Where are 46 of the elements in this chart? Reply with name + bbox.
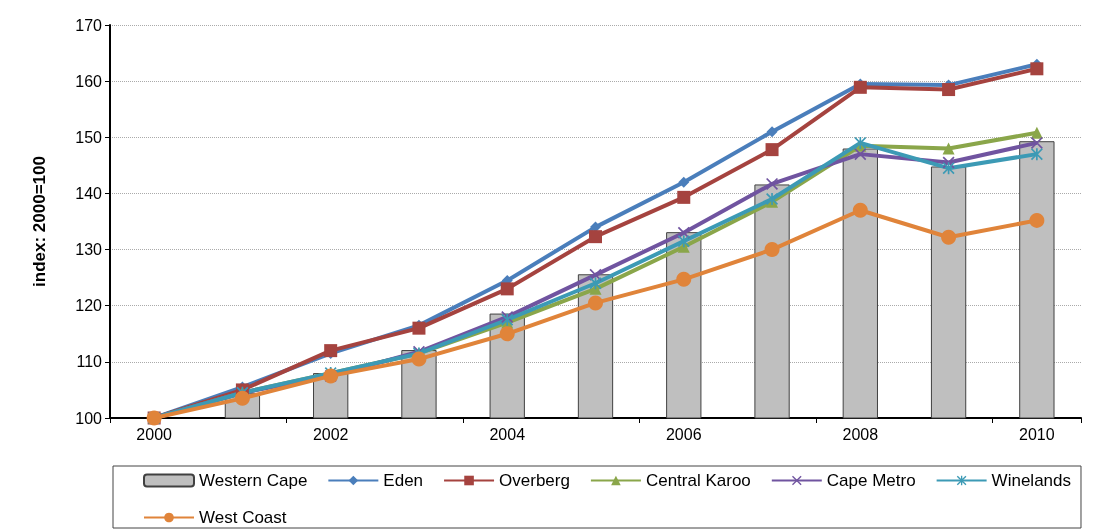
point — [766, 177, 779, 190]
y-tick-label: 120 — [75, 297, 103, 315]
point — [412, 321, 426, 335]
point — [589, 230, 602, 244]
point — [766, 126, 778, 138]
point — [854, 148, 867, 161]
point — [678, 176, 690, 188]
y-tick-label: 160 — [75, 72, 103, 90]
legend-label: West Coast — [199, 508, 287, 527]
point — [677, 190, 691, 204]
y-tick-label: 110 — [76, 353, 103, 371]
x-tick-label: 2008 — [842, 425, 879, 443]
point — [499, 326, 515, 342]
y-tick-label: 150 — [75, 128, 103, 146]
point — [1030, 62, 1044, 76]
y-tick-label: 130 — [75, 241, 103, 259]
point — [1030, 136, 1043, 149]
point — [1029, 212, 1045, 228]
legend-label: Winelands — [991, 471, 1071, 490]
x-tick-label: 2010 — [1019, 425, 1055, 443]
legend-label: Western Cape — [199, 471, 308, 490]
point — [765, 143, 779, 157]
point — [852, 202, 868, 218]
y-axis-title: index: 2000=100 — [30, 156, 49, 287]
point — [411, 351, 427, 367]
x-tick-label: 2004 — [489, 425, 526, 443]
point — [677, 235, 690, 248]
point — [764, 242, 780, 258]
point — [588, 295, 603, 311]
point — [1030, 126, 1043, 139]
legend-label: Cape Metro — [826, 471, 916, 490]
point — [942, 142, 955, 155]
point — [676, 271, 692, 287]
legend-label: Overberg — [499, 471, 570, 490]
y-tick-label: 170 — [75, 16, 103, 34]
point — [500, 282, 514, 296]
x-tick-label: 2000 — [136, 425, 173, 443]
point — [1030, 148, 1043, 161]
y-tick-label: 140 — [75, 184, 103, 202]
legend-label: Eden — [383, 471, 424, 490]
x-tick-label: 2002 — [312, 425, 349, 443]
point — [942, 83, 956, 97]
x-tick-label: 2006 — [665, 425, 702, 443]
y-tick-label: 100 — [75, 409, 103, 427]
point — [941, 229, 957, 245]
legend-label: Central Karoo — [645, 471, 751, 490]
